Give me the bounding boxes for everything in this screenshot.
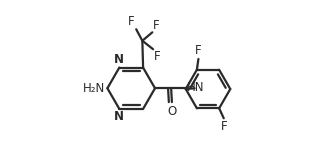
- Text: HN: HN: [187, 81, 205, 94]
- Text: F: F: [128, 15, 135, 28]
- Text: N: N: [114, 53, 124, 66]
- Text: H₂N: H₂N: [82, 82, 105, 95]
- Text: F: F: [220, 120, 227, 133]
- Text: F: F: [153, 19, 160, 31]
- Text: F: F: [154, 50, 160, 63]
- Text: F: F: [195, 44, 202, 57]
- Text: O: O: [167, 105, 177, 118]
- Text: N: N: [114, 110, 124, 123]
